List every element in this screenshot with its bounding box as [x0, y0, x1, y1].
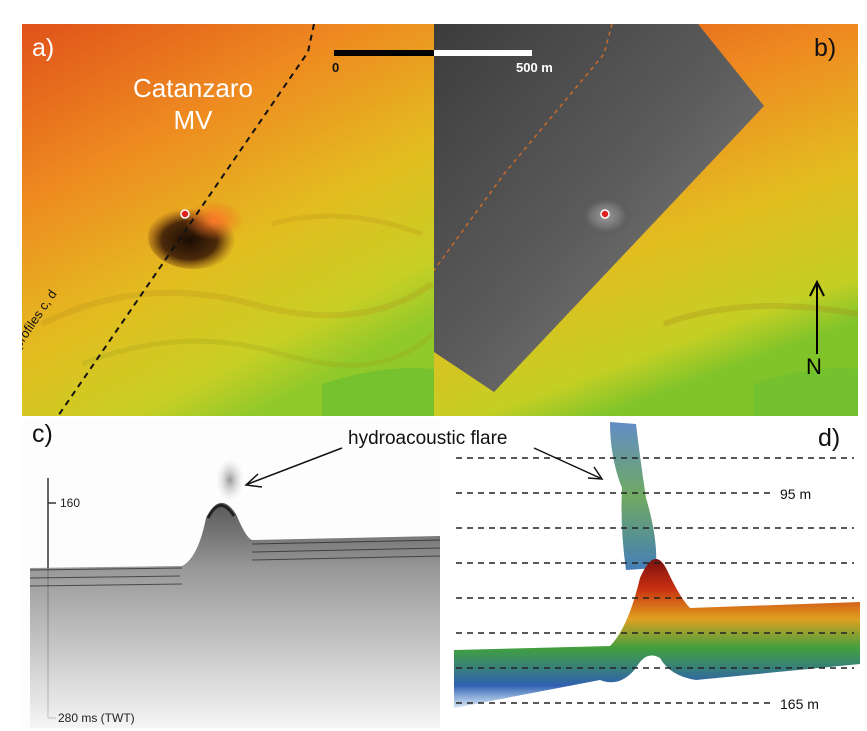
seismic-profile-panel: c) 160 280 ms (TWT)	[22, 418, 440, 728]
north-label: N	[806, 354, 822, 379]
panel-b-label: b)	[814, 34, 837, 62]
annotation-label: hydroacoustic flare	[348, 428, 508, 449]
depth-label-bottom: 165 m	[778, 696, 821, 712]
place-name-sub: MV	[173, 105, 213, 135]
backscatter-map-panel: b) N	[434, 24, 858, 416]
scale-start: 0	[332, 60, 340, 75]
place-name-main: Catanzaro	[133, 73, 253, 103]
scale-bar-white	[434, 50, 532, 56]
tick-label-top: 160	[60, 496, 81, 510]
panel-d-label: d)	[818, 424, 841, 452]
bathymetry-map	[22, 24, 434, 416]
backscatter-map	[434, 24, 858, 416]
seismic-profile	[29, 458, 440, 728]
echogram	[454, 422, 860, 708]
scale-end: 500 m	[516, 60, 553, 75]
panel-a-label: a)	[32, 34, 55, 62]
profile-line	[57, 24, 315, 416]
mud-volcano-crest	[184, 202, 244, 242]
depth-label-top: 95 m	[778, 486, 814, 502]
bathymetry-map-panel: a) Catanzaro MV profiles c, d	[22, 24, 434, 416]
site-marker	[600, 209, 610, 219]
gas-plume	[610, 422, 657, 570]
sediment-layers	[30, 502, 440, 728]
scale-bar-black	[334, 50, 434, 56]
flare-echo	[216, 458, 244, 502]
north-arrow-head-icon	[809, 279, 825, 297]
depth-gridlines	[456, 457, 854, 704]
echosounder-panel: d) 95 m 165 m	[450, 418, 860, 728]
place-name: Catanzaro MV	[118, 72, 268, 136]
tick-label-bottom: 280 ms (TWT)	[58, 711, 135, 725]
site-marker	[180, 209, 190, 219]
scale-bar: 0 500 m	[332, 48, 553, 88]
panel-c-label: c)	[32, 420, 53, 448]
